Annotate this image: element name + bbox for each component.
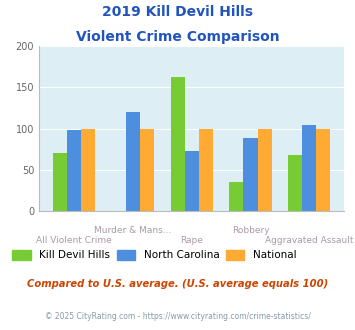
Bar xyxy=(258,129,272,211)
Text: 2019 Kill Devil Hills: 2019 Kill Devil Hills xyxy=(102,5,253,19)
Text: Rape: Rape xyxy=(180,236,203,245)
Text: All Violent Crime: All Violent Crime xyxy=(36,236,112,245)
Bar xyxy=(185,151,199,211)
Bar xyxy=(67,130,81,211)
Bar xyxy=(244,138,258,211)
Bar xyxy=(199,129,213,211)
Text: Aggravated Assault: Aggravated Assault xyxy=(265,236,354,245)
Text: Murder & Mans...: Murder & Mans... xyxy=(94,226,171,235)
Bar xyxy=(302,124,316,211)
Text: Robbery: Robbery xyxy=(232,226,269,235)
Bar xyxy=(316,129,331,211)
Text: Violent Crime Comparison: Violent Crime Comparison xyxy=(76,30,279,44)
Bar xyxy=(229,182,244,211)
Text: © 2025 CityRating.com - https://www.cityrating.com/crime-statistics/: © 2025 CityRating.com - https://www.city… xyxy=(45,312,310,321)
Bar xyxy=(140,129,154,211)
Bar xyxy=(170,77,185,211)
Bar xyxy=(81,129,95,211)
Legend: Kill Devil Hills, North Carolina, National: Kill Devil Hills, North Carolina, Nation… xyxy=(12,250,296,260)
Bar xyxy=(126,112,140,211)
Bar xyxy=(53,153,67,211)
Text: Compared to U.S. average. (U.S. average equals 100): Compared to U.S. average. (U.S. average … xyxy=(27,279,328,289)
Bar xyxy=(288,155,302,211)
